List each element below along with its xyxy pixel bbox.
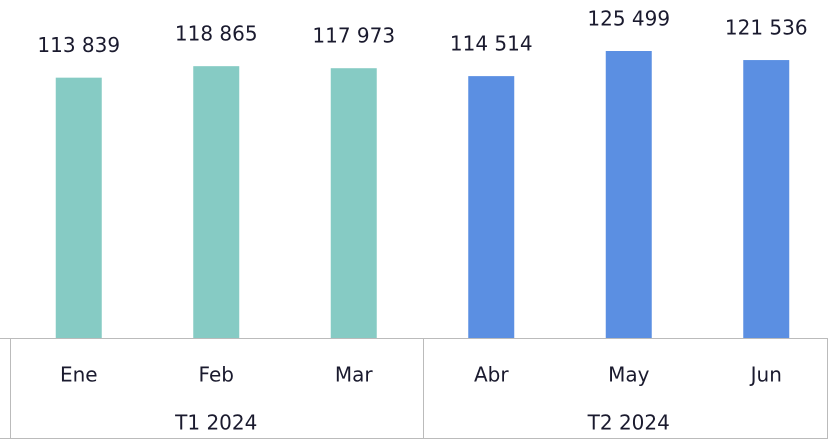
data-label: 118 865 [175,22,258,46]
data-label: 113 839 [37,33,120,57]
data-label: 117 973 [312,24,395,48]
x-tick-label: May [608,363,650,387]
x-tick-label: Jun [749,363,782,387]
data-label: 121 536 [725,16,808,40]
bar [193,66,240,338]
group-label: T1 2024 [174,411,257,435]
group-label: T2 2024 [587,411,670,435]
data-label: 114 514 [450,32,533,56]
x-tick-label: Feb [199,363,234,387]
bar [743,60,790,339]
bar [605,51,652,338]
bar [55,77,102,338]
x-tick-label: Mar [335,363,374,387]
x-tick-label: Abr [474,363,509,387]
bar [330,68,377,338]
data-label: 125 499 [587,7,670,31]
bar [468,76,515,338]
x-tick-label: Ene [60,363,98,387]
